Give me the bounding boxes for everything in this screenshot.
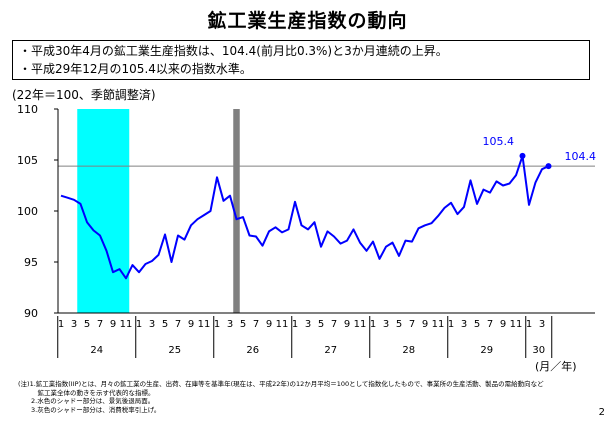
x-tick-label: 7: [97, 319, 103, 330]
x-tick-label: 3: [71, 319, 77, 330]
series-layer: [60, 154, 549, 280]
footnote: 3.灰色のシャドー部分は、消費税率引上げ。: [18, 405, 161, 414]
x-tick-label: 7: [331, 319, 337, 330]
x-tick-label: 9: [110, 319, 116, 330]
x-tick-label: 1: [370, 319, 376, 330]
year-label: 28: [402, 345, 415, 356]
y-tick-label: 100: [17, 205, 38, 218]
x-tick-label: 5: [396, 319, 402, 330]
x-tick-label: 5: [84, 319, 90, 330]
x-tick-label: 11: [198, 319, 211, 330]
tax-shading: [233, 109, 240, 313]
year-label: 30: [532, 345, 545, 356]
x-tick-label: 9: [422, 319, 428, 330]
x-tick-label: 1: [58, 319, 64, 330]
year-label: 26: [246, 345, 259, 356]
x-tick-label: 9: [188, 319, 194, 330]
year-label: 25: [168, 345, 181, 356]
footnote: 鉱工業全体の動きを示す代表的な指標。: [18, 388, 155, 397]
x-tick-label: 1: [292, 319, 298, 330]
annotation-point: [545, 163, 552, 170]
x-tick-label: 9: [500, 319, 506, 330]
x-axis: 1 3 5 7 9 11 1 3 5 7 9 11 1 3 5 7 9 11 1 3 5 7 9 11 1 3 5 7 9 11 1 3 5 7 9…: [57, 316, 553, 358]
x-tick-label: 3: [461, 319, 467, 330]
x-tick-label: 11: [276, 319, 289, 330]
year-label: 24: [90, 345, 103, 356]
x-tick-label: 7: [253, 319, 259, 330]
summary-box: ・平成30年4月の鉱工業生産指数は、104.4(前月比0.3%)と3か月連続の上…: [12, 40, 590, 80]
x-tick-label: 5: [240, 319, 246, 330]
page-number: 2: [598, 407, 605, 418]
summary-line: ・平成30年4月の鉱工業生産指数は、104.4(前月比0.3%)と3か月連続の上…: [19, 44, 448, 58]
x-tick-label: 7: [487, 319, 493, 330]
x-tick-label: 5: [318, 319, 324, 330]
annotation-point: [519, 152, 526, 159]
x-tick-label: 7: [409, 319, 415, 330]
x-tick-label: 1: [526, 319, 532, 330]
x-tick-label: 3: [383, 319, 389, 330]
y-tick-label: 95: [24, 256, 38, 269]
y-axis: 90 95 100 105 110: [17, 103, 58, 320]
footnote: (注)1.鉱工業指数(IIP)とは、月々の鉱工業の生産、出荷、在庫等を基準年(現…: [18, 380, 544, 388]
footnote: 2.水色のシャドー部分は、景気後退局面。: [18, 397, 155, 406]
summary-line: ・平成29年12月の105.4以来の指数水準。: [19, 62, 252, 76]
x-tick-label: 1: [448, 319, 454, 330]
axis-unit-label: (月／年): [535, 359, 577, 373]
series-line: [60, 154, 549, 280]
x-tick-label: 11: [120, 319, 133, 330]
x-tick-label: 11: [354, 319, 367, 330]
x-tick-label: 1: [136, 319, 142, 330]
x-tick-label: 3: [149, 319, 155, 330]
footnotes: (注)1.鉱工業指数(IIP)とは、月々の鉱工業の生産、出荷、在庫等を基準年(現…: [18, 380, 544, 414]
recession-shading: [77, 109, 130, 313]
x-tick-label: 3: [227, 319, 233, 330]
page-title: 鉱工業生産指数の動向: [207, 10, 408, 32]
y-tick-label: 105: [17, 154, 38, 167]
x-tick-label: 1: [214, 319, 220, 330]
x-tick-label: 11: [432, 319, 445, 330]
x-tick-label: 5: [474, 319, 480, 330]
year-label: 29: [480, 345, 493, 356]
x-tick-label: 7: [175, 319, 181, 330]
x-tick-label: 3: [539, 319, 545, 330]
x-tick-label: 5: [162, 319, 168, 330]
year-label: 27: [324, 345, 337, 356]
y-tick-label: 110: [17, 103, 38, 116]
x-tick-label: 9: [266, 319, 272, 330]
x-tick-label: 9: [344, 319, 350, 330]
annotation-label: 105.4: [483, 135, 515, 148]
plot-frame: [57, 109, 595, 314]
x-tick-label: 11: [510, 319, 523, 330]
x-tick-label: 3: [305, 319, 311, 330]
annotation-label: 104.4: [565, 150, 597, 163]
shade-layer: [77, 109, 240, 313]
annotation-layer: 105.4 104.4: [483, 135, 597, 170]
y-tick-label: 90: [24, 307, 38, 320]
unit-note: (22年＝100、季節調整済): [12, 88, 156, 102]
